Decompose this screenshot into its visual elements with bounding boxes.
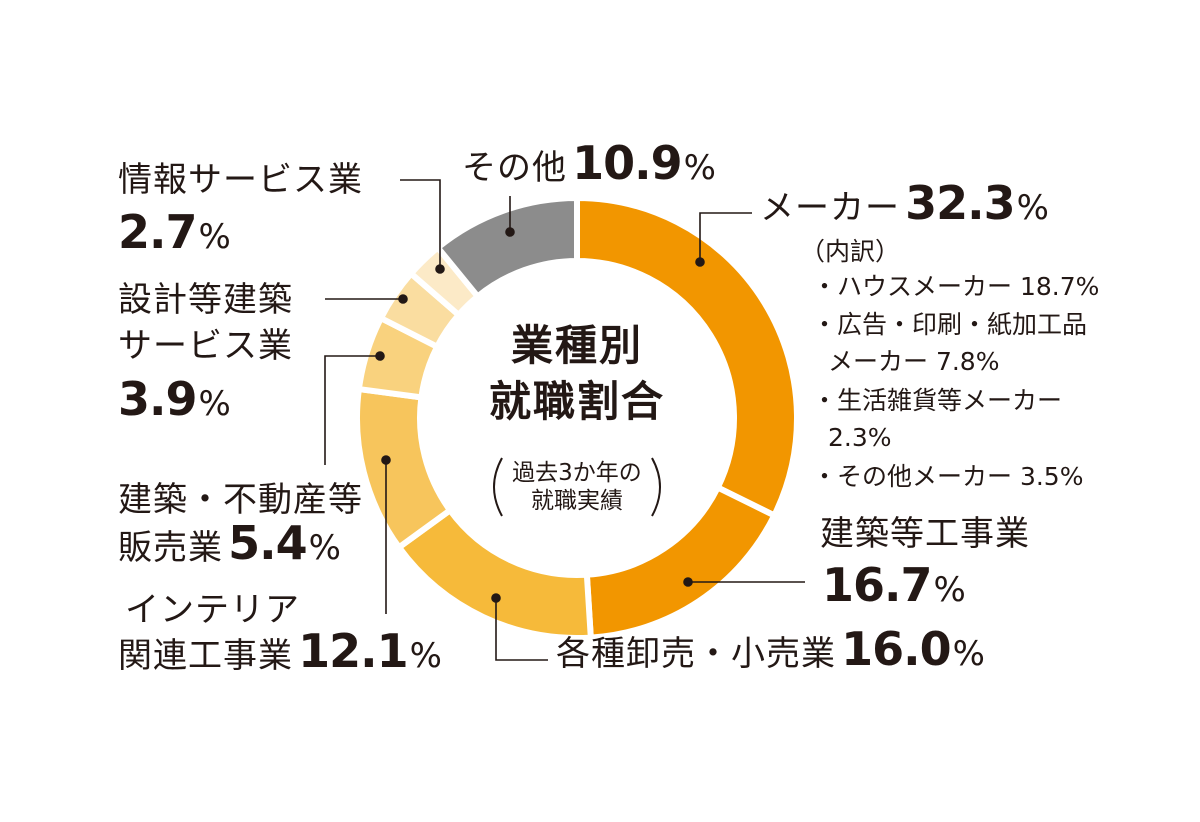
chart-subtitle-line1: 過去3か年の	[512, 460, 642, 486]
maker-breakdown-5: 2.3%	[828, 423, 892, 452]
label-construction-name: 建築等工事業	[820, 514, 1030, 554]
label-realestate-name-1: 建築・不動産等	[118, 480, 363, 520]
label-info-value: 2.7%	[118, 205, 231, 259]
label-other-value: 10.9%	[572, 136, 716, 190]
note-bracket-left	[493, 457, 503, 517]
chart-title-line1: 業種別	[510, 321, 643, 370]
maker-breakdown-2: ・広告・印刷・紙加工品	[812, 310, 1088, 339]
label-other-name: その他	[462, 148, 567, 188]
leader-line-info	[400, 179, 441, 269]
leader-dot-realestate	[375, 351, 385, 361]
chart-title-line2: 就職割合	[488, 377, 665, 426]
leader-dot-maker	[695, 257, 705, 267]
maker-breakdown-6: ・その他メーカー 3.5%	[812, 462, 1084, 491]
label-maker-value: 32.3%	[905, 176, 1049, 230]
maker-breakdown-4: ・生活雑貨等メーカー	[812, 386, 1063, 415]
leader-dot-retail	[491, 593, 501, 603]
label-realestate-name-2: 販売業	[118, 528, 223, 568]
label-other: その他 10.9%	[462, 140, 716, 188]
label-maker: メーカー 32.3%	[760, 180, 1049, 228]
chart-subtitle-line2: 就職実績	[531, 488, 623, 514]
leader-line-retail	[495, 598, 548, 661]
maker-breakdown-3: メーカー 7.8%	[828, 347, 1000, 376]
label-realestate: 販売業 5.4%	[118, 520, 341, 568]
leader-dot-interior	[381, 455, 391, 465]
label-interior-value: 12.1%	[298, 624, 442, 678]
maker-breakdown-title: （内訳）	[800, 237, 901, 266]
note-bracket-right	[651, 457, 661, 517]
label-retail: 各種卸売・小売業 16.0%	[556, 626, 985, 674]
leader-dot-construction	[683, 577, 693, 587]
chart-subtitle: 過去3か年の 就職実績	[502, 459, 652, 515]
label-realestate-value: 5.4%	[228, 516, 341, 570]
donut-slice-0	[574, 194, 800, 520]
label-retail-value: 16.0%	[841, 622, 985, 676]
leader-dot-info	[435, 264, 445, 274]
leader-dot-design	[398, 294, 408, 304]
label-construction-value: 16.7%	[822, 558, 966, 612]
leader-dot-other	[505, 227, 515, 237]
label-interior-name-2: 関連工事業	[118, 636, 293, 676]
label-maker-name: メーカー	[760, 188, 900, 228]
label-design-name-1: 設計等建築	[118, 280, 293, 320]
label-retail-name: 各種卸売・小売業	[556, 634, 836, 674]
donut-slice-3	[354, 385, 455, 552]
maker-breakdown-1: ・ハウスメーカー 18.7%	[812, 272, 1100, 301]
chart-title: 業種別 就職割合	[477, 318, 677, 430]
label-interior: 関連工事業 12.1%	[118, 628, 442, 676]
label-interior-name-1: インテリア	[125, 590, 300, 630]
label-design-value: 3.9%	[118, 372, 231, 426]
leader-line-maker	[699, 212, 752, 262]
leader-line-realestate	[324, 355, 380, 465]
label-info-name: 情報サービス業	[118, 160, 363, 200]
label-design-name-2: サービス業	[118, 326, 293, 366]
donut-slice-7	[433, 194, 580, 301]
